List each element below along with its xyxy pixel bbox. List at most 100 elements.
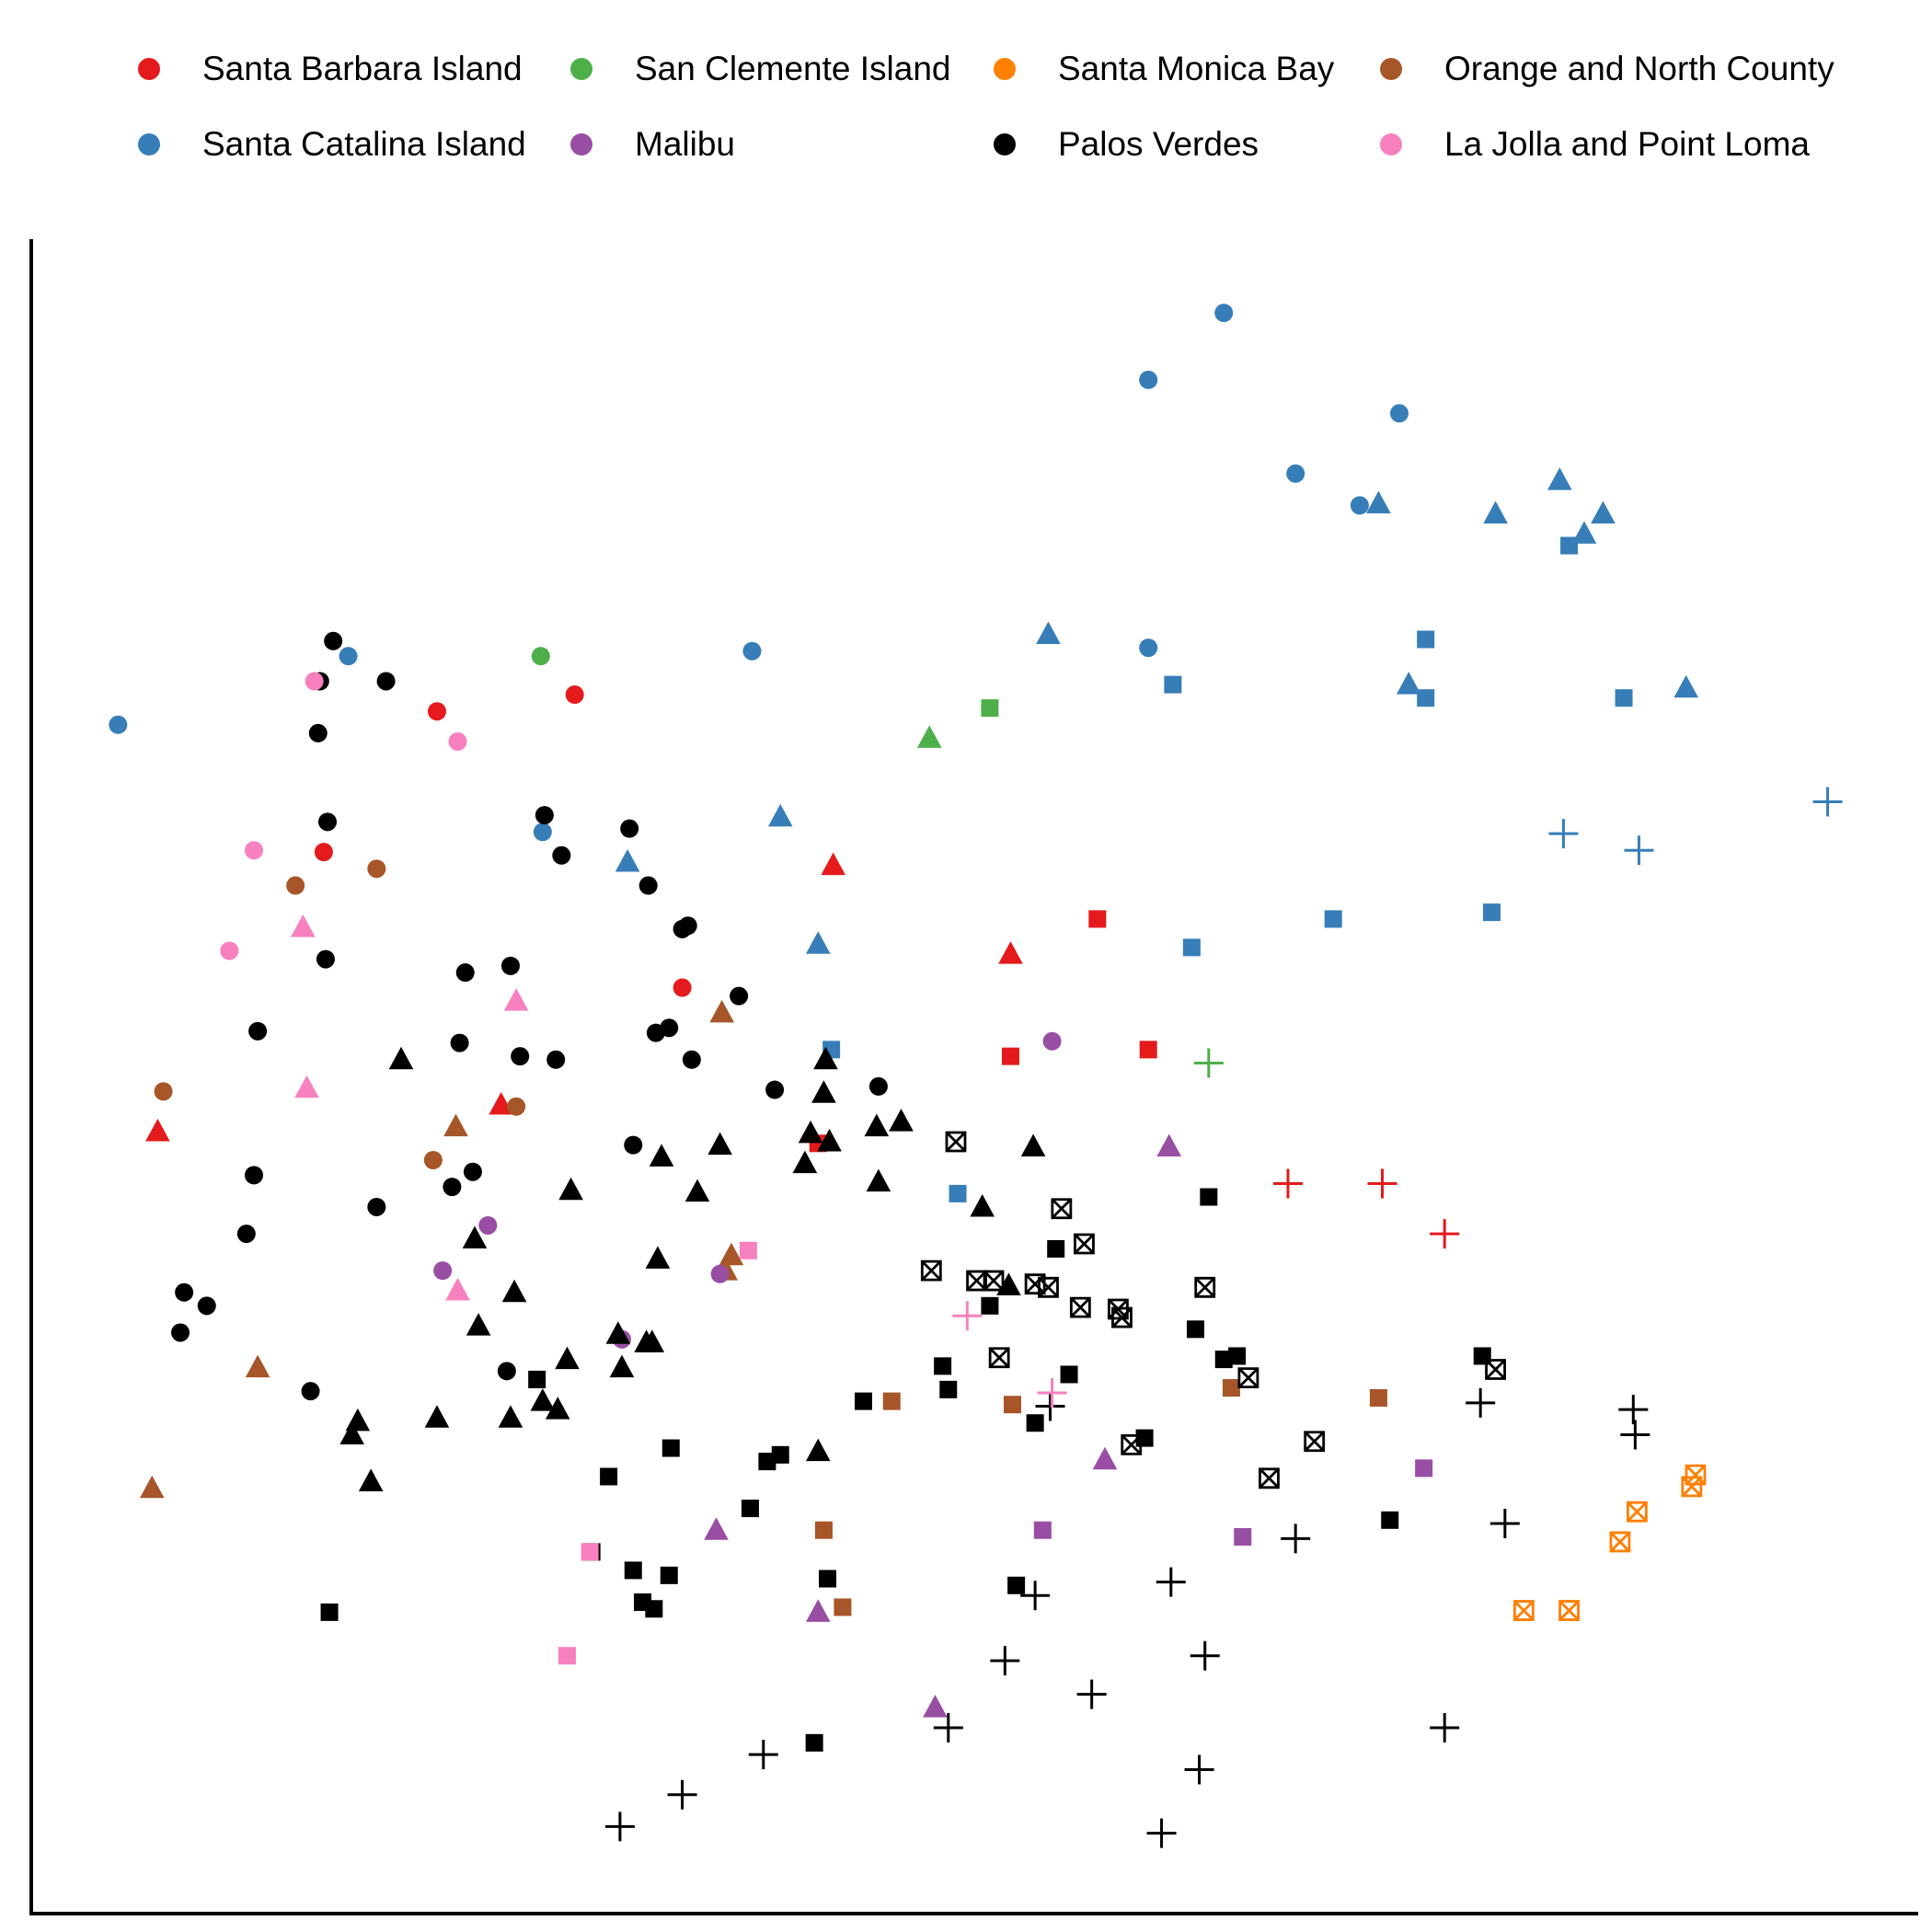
point-square (819, 1570, 837, 1588)
series-san-clemente-island (531, 647, 1224, 1078)
point-triangle (503, 988, 529, 1011)
point-triangle (1092, 1446, 1118, 1470)
point-triangle (291, 914, 316, 937)
point-boxx (1194, 1276, 1216, 1298)
point-circle (324, 631, 343, 650)
point-circle (730, 986, 749, 1006)
point-triangle (1156, 1133, 1182, 1156)
point-circle (448, 732, 467, 751)
point-plus (748, 1740, 778, 1770)
point-plus (1624, 835, 1654, 866)
point-circle (1214, 304, 1234, 323)
point-square (660, 1566, 678, 1584)
point-triangle (501, 1279, 527, 1303)
point-boxx (1121, 1434, 1143, 1455)
point-boxx (1609, 1531, 1631, 1553)
point-triangle (462, 1225, 488, 1249)
point-plus (1156, 1567, 1186, 1597)
point-square (1417, 630, 1435, 649)
point-circle (765, 1080, 785, 1099)
point-circle (316, 949, 335, 969)
legend-label: Orange and North County (1444, 50, 1834, 87)
point-triangle (1571, 521, 1597, 544)
series-malibu (433, 1031, 1433, 1718)
point-plus (1430, 1219, 1460, 1249)
point-plus (1184, 1754, 1214, 1785)
series-santa-monica-bay (1512, 1464, 1707, 1621)
point-circle (154, 1082, 173, 1101)
legend-swatch (994, 58, 1016, 80)
point-square (1186, 1320, 1204, 1339)
legend-label: Malibu (635, 125, 735, 163)
point-boxx (1558, 1600, 1580, 1621)
legend-label: Santa Barbara Island (202, 50, 523, 87)
point-triangle (798, 1120, 823, 1144)
legend-swatch (570, 58, 592, 80)
point-plus (1190, 1640, 1220, 1671)
point-plus (1548, 819, 1579, 849)
point-triangle (817, 1128, 842, 1152)
point-circle (236, 1225, 256, 1244)
point-circle (533, 822, 552, 842)
point-square (624, 1561, 642, 1580)
point-square (661, 1439, 680, 1457)
point-plus (1367, 1168, 1397, 1199)
data-points (109, 304, 1843, 1848)
point-triangle (970, 1193, 995, 1217)
point-triangle (805, 931, 831, 954)
point-triangle (805, 1438, 831, 1462)
point-square (934, 1357, 952, 1375)
point-square (741, 1500, 759, 1518)
point-circle (248, 1021, 268, 1041)
point-square (1182, 938, 1201, 957)
point-plus (1430, 1712, 1460, 1742)
point-circle (220, 941, 239, 960)
point-square (949, 1184, 967, 1202)
point-triangle (245, 1354, 270, 1378)
point-triangle (1036, 621, 1061, 645)
legend-entry-lj: La Jolla and Point Loma (1380, 125, 1886, 163)
point-triangle (139, 1475, 165, 1499)
point-plus (1812, 787, 1843, 817)
point-plus (1035, 1391, 1065, 1421)
point-circle (1350, 496, 1369, 515)
legend-label: San Clemente Island (635, 50, 951, 87)
point-circle (500, 956, 520, 975)
point-triangle (445, 1277, 470, 1301)
point-circle (109, 715, 128, 734)
legend-entry-ma: Malibu (570, 125, 994, 163)
point-boxx (1259, 1467, 1280, 1489)
point-triangle (649, 1144, 674, 1167)
point-triangle (498, 1405, 523, 1428)
point-square (739, 1241, 757, 1259)
legend-swatch (138, 58, 160, 80)
point-circle (478, 1215, 498, 1235)
point-triangle (388, 1046, 414, 1070)
point-triangle (424, 1405, 450, 1428)
point-triangle (558, 1177, 583, 1201)
point-circle (367, 1197, 386, 1216)
point-circle (175, 1282, 194, 1302)
point-triangle (916, 725, 942, 748)
point-square (854, 1392, 872, 1410)
point-square (1001, 1047, 1019, 1065)
legend-entry-ca: Santa Catalina Island (138, 125, 570, 163)
point-triangle (998, 941, 1023, 964)
point-square (1026, 1414, 1044, 1432)
point-square (320, 1603, 339, 1621)
point-circle (463, 1162, 482, 1181)
legend-label: Santa Monica Bay (1058, 50, 1335, 87)
point-boxx (1512, 1600, 1535, 1621)
point-square (1369, 1388, 1387, 1407)
point-circle (286, 876, 305, 895)
point-square (1417, 689, 1435, 707)
point-triangle (294, 1075, 319, 1098)
point-triangle (684, 1179, 710, 1202)
point-triangle (707, 1132, 732, 1156)
point-square (1381, 1511, 1399, 1529)
point-triangle (889, 1109, 914, 1132)
point-triangle (709, 999, 734, 1023)
point-circle (245, 841, 264, 860)
point-circle (318, 812, 338, 832)
point-circle (673, 919, 692, 938)
